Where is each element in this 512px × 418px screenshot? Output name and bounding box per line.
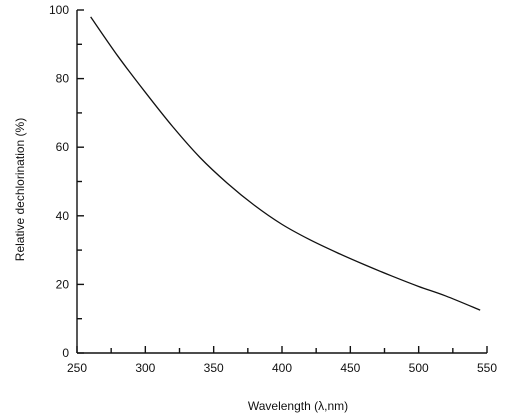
x-axis-ticks: 250 300 350 400 450 500 550 xyxy=(67,346,497,375)
x-tick-label: 550 xyxy=(477,361,497,375)
series-group xyxy=(90,16,481,311)
y-tick-label: 0 xyxy=(62,346,69,360)
y-axis-title: Relative dechlorination (%) xyxy=(13,118,27,261)
y-axis-ticks: 0 20 40 60 80 100 xyxy=(49,3,84,360)
y-tick-label: 100 xyxy=(49,3,69,17)
y-tick-label: 40 xyxy=(56,209,70,223)
x-tick-label: 450 xyxy=(340,361,360,375)
y-tick-label: 20 xyxy=(56,277,70,291)
x-tick-label: 400 xyxy=(272,361,292,375)
x-axis-title: Wavelength (λ,nm) xyxy=(248,399,348,413)
series-line xyxy=(90,16,481,311)
x-tick-label: 500 xyxy=(409,361,429,375)
x-tick-label: 300 xyxy=(135,361,155,375)
x-tick-label: 350 xyxy=(204,361,224,375)
x-tick-label: 250 xyxy=(67,361,87,375)
y-tick-label: 80 xyxy=(56,72,70,86)
y-tick-label: 60 xyxy=(56,140,70,154)
